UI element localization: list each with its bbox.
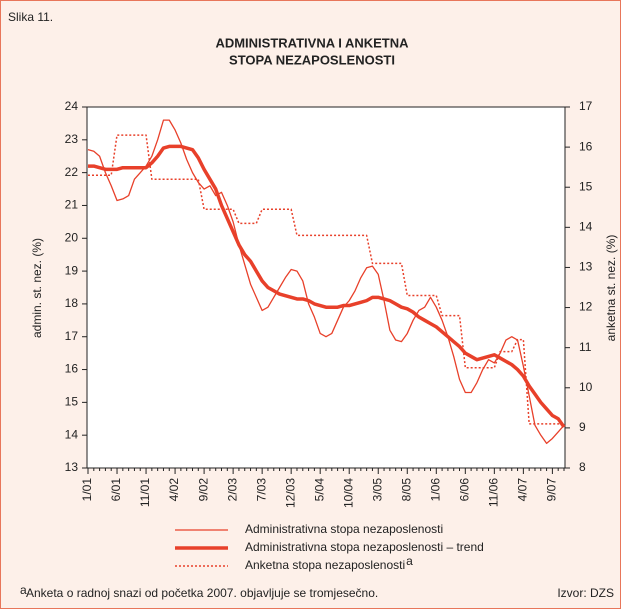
x-tick-label: 3/05	[370, 478, 384, 502]
y-tick-label: 14	[65, 427, 79, 441]
x-tick-label: 6/06	[457, 478, 471, 502]
x-tick-label: 12/03	[283, 478, 297, 508]
y2-tick-label: 14	[579, 220, 593, 234]
x-tick-label: 4/07	[516, 478, 530, 502]
y2-tick-label: 15	[579, 179, 593, 193]
y2-tick-label: 9	[579, 420, 586, 434]
y2-tick-label: 11	[579, 340, 592, 354]
y-tick-label: 24	[65, 99, 79, 113]
legend-footnote-marker: a	[406, 554, 413, 568]
y2-tick-label: 10	[579, 380, 593, 394]
y2-axis-label: anketna st. nez. (%)	[604, 235, 618, 342]
chart-title: ADMINISTRATIVNA I ANKETNA	[215, 35, 409, 50]
x-tick-label: 9/07	[545, 478, 559, 502]
legend-label: Anketna stopa nezaposlenosti	[245, 558, 405, 572]
x-tick-label: 11/06	[487, 478, 501, 507]
y2-tick-label: 12	[579, 300, 593, 314]
series-line	[88, 144, 566, 428]
y-tick-label: 19	[65, 263, 79, 277]
x-tick-label: 4/02	[167, 478, 181, 502]
x-tick-label: 2/03	[225, 478, 239, 502]
series-line	[87, 119, 565, 445]
x-tick-label: 11/01	[138, 478, 152, 507]
y-tick-label: 21	[65, 198, 79, 212]
x-tick-label: 1/01	[80, 478, 94, 502]
source: Izvor: DZS	[557, 586, 614, 600]
y-tick-label: 17	[65, 329, 79, 343]
legend-label: Administrativna stopa nezaposlenosti – t…	[245, 540, 484, 554]
y-tick-label: 23	[65, 132, 79, 146]
y-axis-label: admin. st. nez. (%)	[30, 238, 44, 338]
x-tick-label: 7/03	[254, 478, 268, 502]
figure-label: Slika 11.	[8, 10, 53, 24]
footnote-marker: a	[20, 583, 27, 597]
y-tick-label: 16	[65, 362, 79, 376]
y-tick-label: 15	[65, 395, 79, 409]
footnote: Anketa o radnoj snazi od početka 2007. o…	[26, 586, 378, 600]
y-tick-label: 18	[65, 296, 79, 310]
y-tick-label: 22	[65, 165, 79, 179]
y2-tick-label: 17	[579, 99, 593, 113]
y-tick-label: 13	[65, 460, 79, 474]
y2-tick-label: 8	[579, 460, 586, 474]
legend-label: Administrativna stopa nezaposlenosti	[245, 522, 443, 536]
x-tick-label: 1/06	[428, 478, 442, 502]
y2-tick-label: 16	[579, 139, 593, 153]
plot-area	[86, 106, 566, 469]
chart-title: STOPA NEZAPOSLENOSTI	[229, 52, 395, 67]
x-tick-label: 6/01	[109, 478, 123, 502]
x-tick-label: 9/02	[196, 478, 210, 502]
x-tick-label: 10/04	[341, 478, 355, 508]
y2-tick-label: 13	[579, 260, 593, 274]
series-line	[88, 134, 564, 425]
y-tick-label: 20	[65, 230, 79, 244]
x-tick-label: 5/04	[312, 478, 326, 502]
x-tick-label: 8/05	[399, 478, 413, 502]
